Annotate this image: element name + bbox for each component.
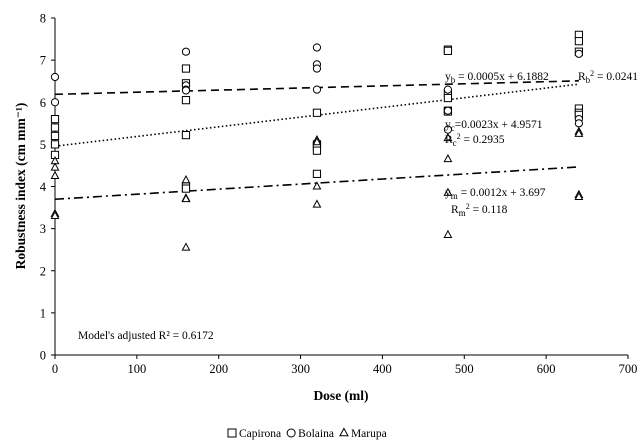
y-tick-label: 0 [40, 349, 46, 363]
legend-marker-marupa [339, 427, 349, 437]
x-tick-label: 400 [373, 362, 392, 376]
y-axis-ticks: 0 1 2 3 4 5 6 7 8 [40, 12, 55, 363]
trendline-marupa [54, 166, 579, 201]
point-capirona [443, 93, 453, 103]
y-tick-label: 1 [40, 306, 46, 320]
y-tick-label: 6 [40, 96, 46, 110]
y-axis-title: Robustness index (cm mm⁻¹) [13, 103, 28, 270]
x-tick-label: 100 [127, 362, 146, 376]
point-bolaina [312, 85, 322, 94]
data-points [50, 30, 584, 251]
point-capirona [443, 46, 453, 55]
point-marupa [312, 199, 322, 208]
x-tick-label: 600 [537, 362, 556, 376]
point-capirona [50, 140, 60, 149]
point-bolaina [181, 47, 191, 56]
point-marupa [443, 153, 453, 163]
point-bolaina [312, 64, 322, 73]
point-marupa [50, 210, 60, 220]
r2-bolaina: Rb2 = 0.0241 [578, 69, 638, 85]
point-marupa [574, 191, 584, 201]
x-tick-label: 300 [291, 362, 310, 376]
trendline-equations: yb = 0.0005x + 6.1882 Rb2 = 0.0241 yc=0.… [445, 69, 638, 218]
point-marupa [181, 174, 191, 184]
y-tick-label: 8 [40, 12, 46, 26]
point-bolaina [443, 106, 453, 115]
point-bolaina [312, 43, 322, 52]
equation-capirona: yc=0.0023x + 4.9571 [445, 119, 543, 133]
legend-label-capirona: Capirona [239, 428, 281, 440]
y-tick-label: 4 [40, 180, 47, 194]
point-capirona [50, 115, 60, 124]
point-capirona [574, 37, 583, 46]
y-tick-label: 2 [40, 264, 46, 278]
series-bolaina [50, 43, 583, 134]
point-bolaina [50, 98, 60, 107]
point-capirona [181, 96, 191, 105]
x-axis-title: Dose (ml) [313, 388, 368, 403]
point-marupa [574, 128, 584, 137]
point-capirona [312, 108, 322, 117]
point-bolaina [443, 85, 453, 94]
point-marupa [312, 137, 322, 146]
point-marupa [181, 193, 191, 203]
legend: Capirona Bolaina Marupa [227, 427, 387, 440]
point-capirona [181, 64, 191, 73]
legend-label-bolaina: Bolaina [298, 428, 334, 440]
point-bolaina [181, 86, 191, 95]
point-marupa [443, 132, 453, 142]
x-tick-label: 500 [455, 362, 474, 376]
legend-label-marupa: Marupa [351, 428, 387, 440]
point-marupa [443, 187, 453, 196]
model-adjusted-r2-note: Model's adjusted R² = 0.6172 [78, 330, 214, 342]
point-marupa [312, 181, 322, 190]
point-bolaina [574, 119, 583, 128]
equation-marupa: ym = 0.0012x + 3.697 [445, 187, 546, 201]
point-capirona [50, 123, 60, 132]
plot-area: 0 100 200 300 400 500 600 700 0 1 2 3 4 5 6 7 8 [40, 12, 638, 377]
point-capirona [50, 131, 60, 141]
point-marupa [50, 170, 60, 179]
point-marupa [443, 229, 453, 238]
legend-marker-capirona [227, 428, 237, 438]
equation-bolaina: yb = 0.0005x + 6.1882 [445, 71, 549, 85]
point-capirona [312, 169, 322, 178]
series-marupa [50, 126, 584, 251]
series-capirona [50, 30, 583, 193]
y-tick-label: 5 [40, 138, 46, 152]
y-tick-label: 3 [40, 222, 46, 236]
point-marupa [50, 162, 60, 171]
x-axis-ticks: 0 100 200 300 400 500 600 700 [52, 355, 638, 376]
x-tick-label: 200 [209, 362, 228, 376]
y-tick-label: 7 [40, 54, 46, 68]
point-capirona [312, 146, 322, 155]
x-tick-label: 700 [619, 362, 638, 376]
point-marupa [181, 242, 191, 251]
legend-marker-bolaina [286, 428, 296, 438]
point-capirona [181, 131, 191, 140]
x-tick-label: 0 [52, 362, 58, 376]
point-bolaina [50, 72, 60, 82]
r2-marupa: Rm2 = 0.118 [451, 202, 508, 218]
point-bolaina [574, 49, 583, 58]
r2-capirona: Rc2 = 0.2935 [445, 132, 505, 148]
point-capirona [181, 184, 191, 193]
